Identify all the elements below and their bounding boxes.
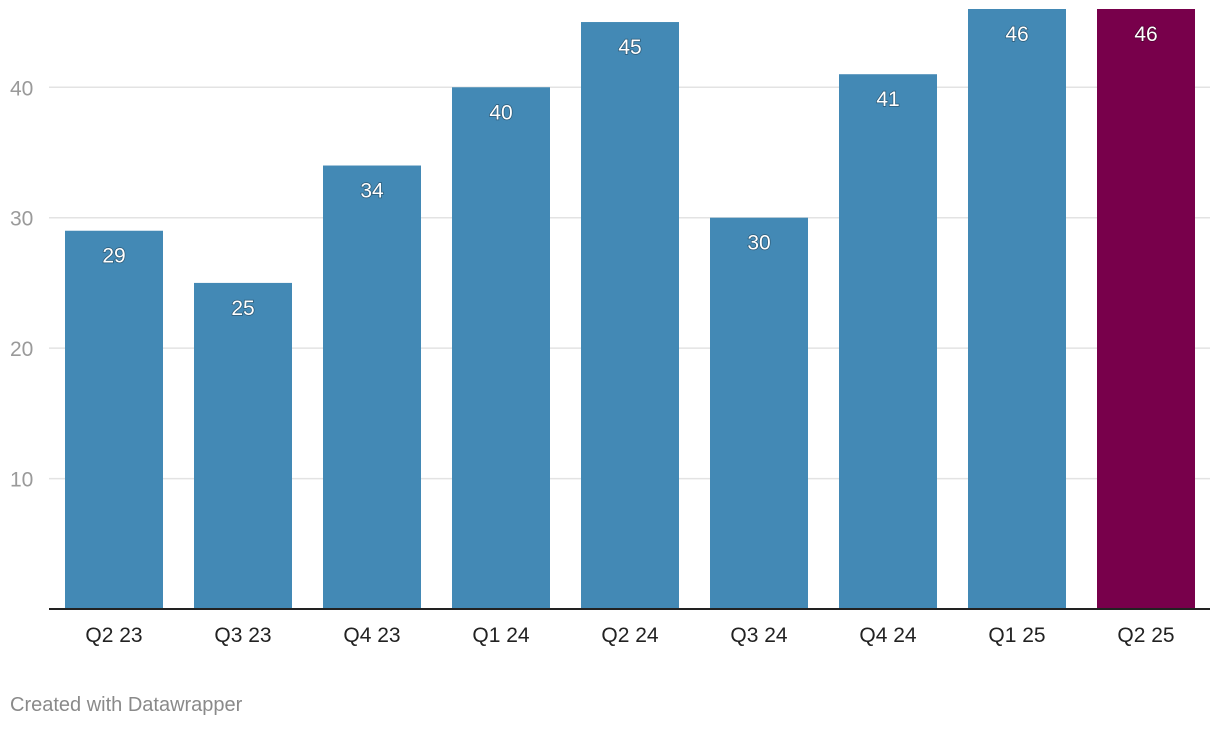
y-tick-label: 30 xyxy=(10,208,33,231)
data-label: 46 xyxy=(1134,23,1157,46)
data-label: 41 xyxy=(876,88,899,111)
bar xyxy=(194,282,292,609)
x-tick-label: Q1 24 xyxy=(472,624,530,647)
x-tick-label: Q3 24 xyxy=(730,624,788,647)
bar xyxy=(452,87,550,610)
credit-link[interactable]: Created with Datawrapper xyxy=(10,694,243,716)
bar-chart: 10 20 30 40 29 Q2 23 25 Q3 23 34 Q4 23 40 Q1 24 45 Q… xyxy=(10,9,1210,647)
data-label: 45 xyxy=(618,36,641,59)
x-tick-label: Q3 23 xyxy=(214,624,271,647)
y-tick-label: 40 xyxy=(10,77,33,100)
bar xyxy=(839,74,937,609)
bar xyxy=(968,9,1066,609)
bar xyxy=(581,22,679,610)
bar xyxy=(323,165,421,610)
x-tick-label: Q2 24 xyxy=(601,624,659,647)
y-tick-label: 10 xyxy=(10,469,33,492)
bar xyxy=(1097,9,1195,609)
data-label: 25 xyxy=(231,297,254,320)
y-tick-label: 20 xyxy=(10,338,33,361)
data-label: 30 xyxy=(747,232,770,255)
data-label: 29 xyxy=(102,245,125,268)
data-label: 34 xyxy=(360,180,384,203)
x-tick-label: Q2 25 xyxy=(1117,624,1174,647)
x-tick-label: Q4 23 xyxy=(343,624,400,647)
data-label: 46 xyxy=(1005,23,1028,46)
x-tick-label: Q2 23 xyxy=(85,624,142,647)
bar xyxy=(65,230,163,609)
x-tick-label: Q1 25 xyxy=(988,624,1045,647)
data-label: 40 xyxy=(489,101,512,124)
bar xyxy=(710,217,808,609)
x-tick-label: Q4 24 xyxy=(859,624,917,647)
